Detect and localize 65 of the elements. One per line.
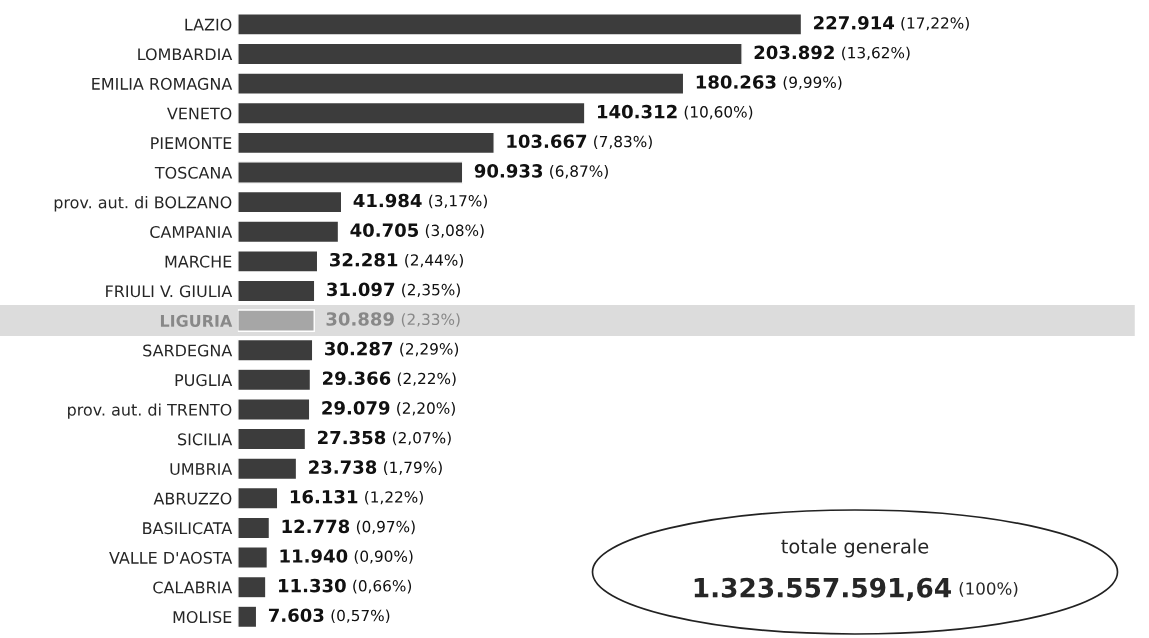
bar — [237, 131, 495, 155]
bar — [237, 161, 464, 184]
bar — [237, 427, 307, 451]
annotation: totale generale — [781, 538, 929, 558]
data-label: 203.892 (13,62%) — [754, 45, 910, 61]
data-label: 180.263 (9,99%) — [696, 75, 842, 90]
y-tick-label: TOSCANA — [154, 166, 233, 179]
bar — [237, 516, 271, 540]
data-label: 140.312 (10,60%) — [598, 104, 753, 120]
y-tick-label: VENETO — [167, 107, 232, 120]
y-tick-label: PUGLIA — [175, 374, 233, 387]
data-label: 31.097 (2,35%) — [327, 282, 460, 298]
y-tick-label: MARCHE — [165, 255, 232, 268]
y-tick-label: SARDEGNA — [143, 344, 233, 357]
annotation: 1.323.557.591,64 (100%) — [694, 577, 1018, 602]
data-label: 12.778 (0,97%) — [282, 519, 415, 535]
y-tick-label: prov. aut. di TRENTO — [68, 403, 232, 419]
y-tick-label: ABRUZZO — [153, 492, 232, 505]
y-tick-label: FRIULI V. GIULIA — [106, 285, 233, 298]
bar — [237, 575, 267, 599]
y-tick-label: MOLISE — [173, 611, 232, 624]
bar — [237, 338, 314, 362]
y-tick-label: VALLE D'AOSTA — [109, 551, 233, 564]
data-label: 29.366 (2,22%) — [323, 371, 456, 387]
bar — [237, 190, 343, 214]
y-tick-label: CALABRIA — [153, 581, 233, 594]
bar — [237, 101, 586, 125]
bar — [237, 13, 803, 36]
bar — [237, 368, 312, 392]
bar — [237, 398, 311, 421]
y-tick-label: PIEMONTE — [151, 137, 232, 150]
data-label: 29.079 (2,20%) — [322, 401, 455, 416]
bar — [237, 605, 258, 629]
bar — [237, 42, 743, 66]
data-label: 227.914 (17,22%) — [814, 15, 969, 31]
y-tick-label: BASILICATA — [143, 522, 233, 535]
data-label: 90.933 (6,87%) — [474, 164, 608, 179]
data-label: 30.287 (2,29%) — [325, 341, 459, 357]
bar — [237, 249, 319, 273]
bar — [237, 220, 340, 244]
y-tick-label: CAMPANIA — [150, 225, 233, 239]
y-tick-label: LIGURIA — [160, 314, 233, 327]
data-label: 11.940 (0,90%) — [280, 549, 413, 564]
data-label: 16.131 (1,22%) — [290, 489, 423, 505]
y-tick-label: SICILIA — [178, 433, 233, 446]
y-tick-label: EMILIA ROMAGNA — [92, 77, 233, 90]
data-label: 23.738 (1,79%) — [309, 460, 442, 475]
bar — [237, 457, 298, 481]
y-tick-label: UMBRIA — [170, 463, 233, 475]
data-label: 7.603 (0,57%) — [268, 608, 390, 624]
data-label: 27.358 (2,07%) — [318, 430, 451, 446]
bar — [237, 279, 316, 303]
data-label: 40.705 (3,08%) — [350, 223, 484, 238]
y-tick-label: LAZIO — [185, 18, 232, 31]
bar — [237, 309, 315, 332]
bar — [237, 72, 685, 95]
data-label: 32.281 (2,44%) — [330, 252, 463, 268]
y-tick-label: LOMBARDIA — [138, 48, 233, 61]
y-tick-label: prov. aut. di BOLZANO — [54, 196, 232, 212]
data-label: 103.667 (7,83%) — [507, 134, 652, 150]
bar — [237, 546, 269, 569]
data-label: 30.889 (2,33%) — [326, 312, 460, 327]
bar — [237, 486, 279, 510]
data-label: 11.330 (0,66%) — [279, 578, 412, 594]
data-label: 41.984 (3,17%) — [353, 193, 487, 209]
